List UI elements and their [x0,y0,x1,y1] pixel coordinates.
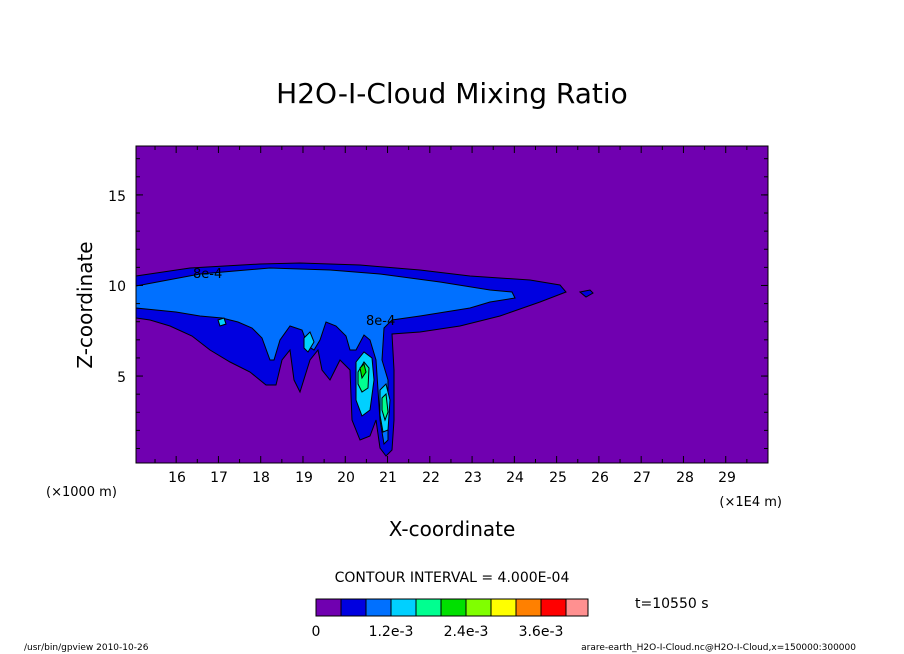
footer-right: arare-earth_H2O-I-Cloud.nc@H2O-I-Cloud,x… [581,643,856,653]
x-tick-label: 23 [464,470,482,486]
x-tick-label: 20 [337,470,355,486]
x-axis-label: X-coordinate [389,517,516,541]
tick-marks [136,146,768,463]
colorbar: 0 1.2e-3 2.4e-3 3.6e-3 [312,598,589,640]
x-tick-label: 18 [252,470,270,486]
colorbar-swatch [416,599,441,616]
x-tick-labels: 16 17 18 19 20 21 22 23 24 25 26 27 28 2… [168,470,736,486]
y-tick-label: 5 [117,370,126,386]
contour-level-4b [381,392,389,422]
colorbar-label: 1.2e-3 [369,624,414,640]
x-tick-label: 21 [379,470,397,486]
time-label: t=10550 s [635,596,709,612]
x-tick-label: 26 [591,470,609,486]
colorbar-swatch [316,599,341,616]
y-tick-labels: 5 10 15 [108,189,126,386]
y-axis-label: Z-coordinate [73,241,97,368]
colorbar-swatch [541,599,566,616]
x-tick-label: 17 [210,470,228,486]
colorbar-label: 3.6e-3 [519,624,564,640]
colorbar-swatch [441,599,466,616]
contour-interval: CONTOUR INTERVAL = 4.000E-04 [335,570,570,586]
colorbar-label: 0 [312,624,321,640]
colorbar-frame [315,598,589,617]
colorbar-swatch [466,599,491,616]
contour-label-1: 8e-4 [193,267,222,282]
x-unit-left: (×1000 m) [46,485,117,500]
x-unit-right: (×1E4 m) [719,495,782,510]
colorbar-swatch [366,599,391,616]
colorbar-swatch [341,599,366,616]
colorbar-swatch [566,599,588,616]
colorbar-swatch [516,599,541,616]
x-tick-label: 24 [506,470,524,486]
x-tick-label: 19 [295,470,313,486]
contour-level-3d [303,331,315,353]
contour-level-5 [359,363,367,380]
x-tick-label: 22 [422,470,440,486]
colorbar-dividers [340,599,567,616]
contour-label-2: 8e-4 [366,314,395,329]
plot-area: 8e-4 8e-4 [135,145,769,464]
y-tick-label: 10 [108,279,126,295]
colorbar-swatch [391,599,416,616]
x-tick-label: 28 [676,470,694,486]
footer-left: /usr/bin/gpview 2010-10-26 [24,643,149,653]
colorbar-label: 2.4e-3 [444,624,489,640]
contour-level-2 [135,267,516,446]
contour-level-1-patch [578,289,594,298]
colorbar-swatch [491,599,516,616]
x-tick-label: 16 [168,470,186,486]
plot-frame [135,145,769,464]
x-tick-label: 27 [633,470,651,486]
x-tick-label: 25 [549,470,567,486]
y-tick-label: 15 [108,189,126,205]
contour-level-3c [217,317,227,327]
x-tick-label: 29 [718,470,736,486]
chart-title: H2O-I-Cloud Mixing Ratio [276,77,628,110]
